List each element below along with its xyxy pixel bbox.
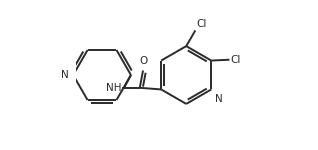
Text: Cl: Cl [196,19,206,29]
Text: NH: NH [106,83,121,93]
Text: N: N [61,70,69,80]
Text: O: O [139,56,147,66]
Text: N: N [215,94,223,104]
Text: Cl: Cl [230,55,241,65]
